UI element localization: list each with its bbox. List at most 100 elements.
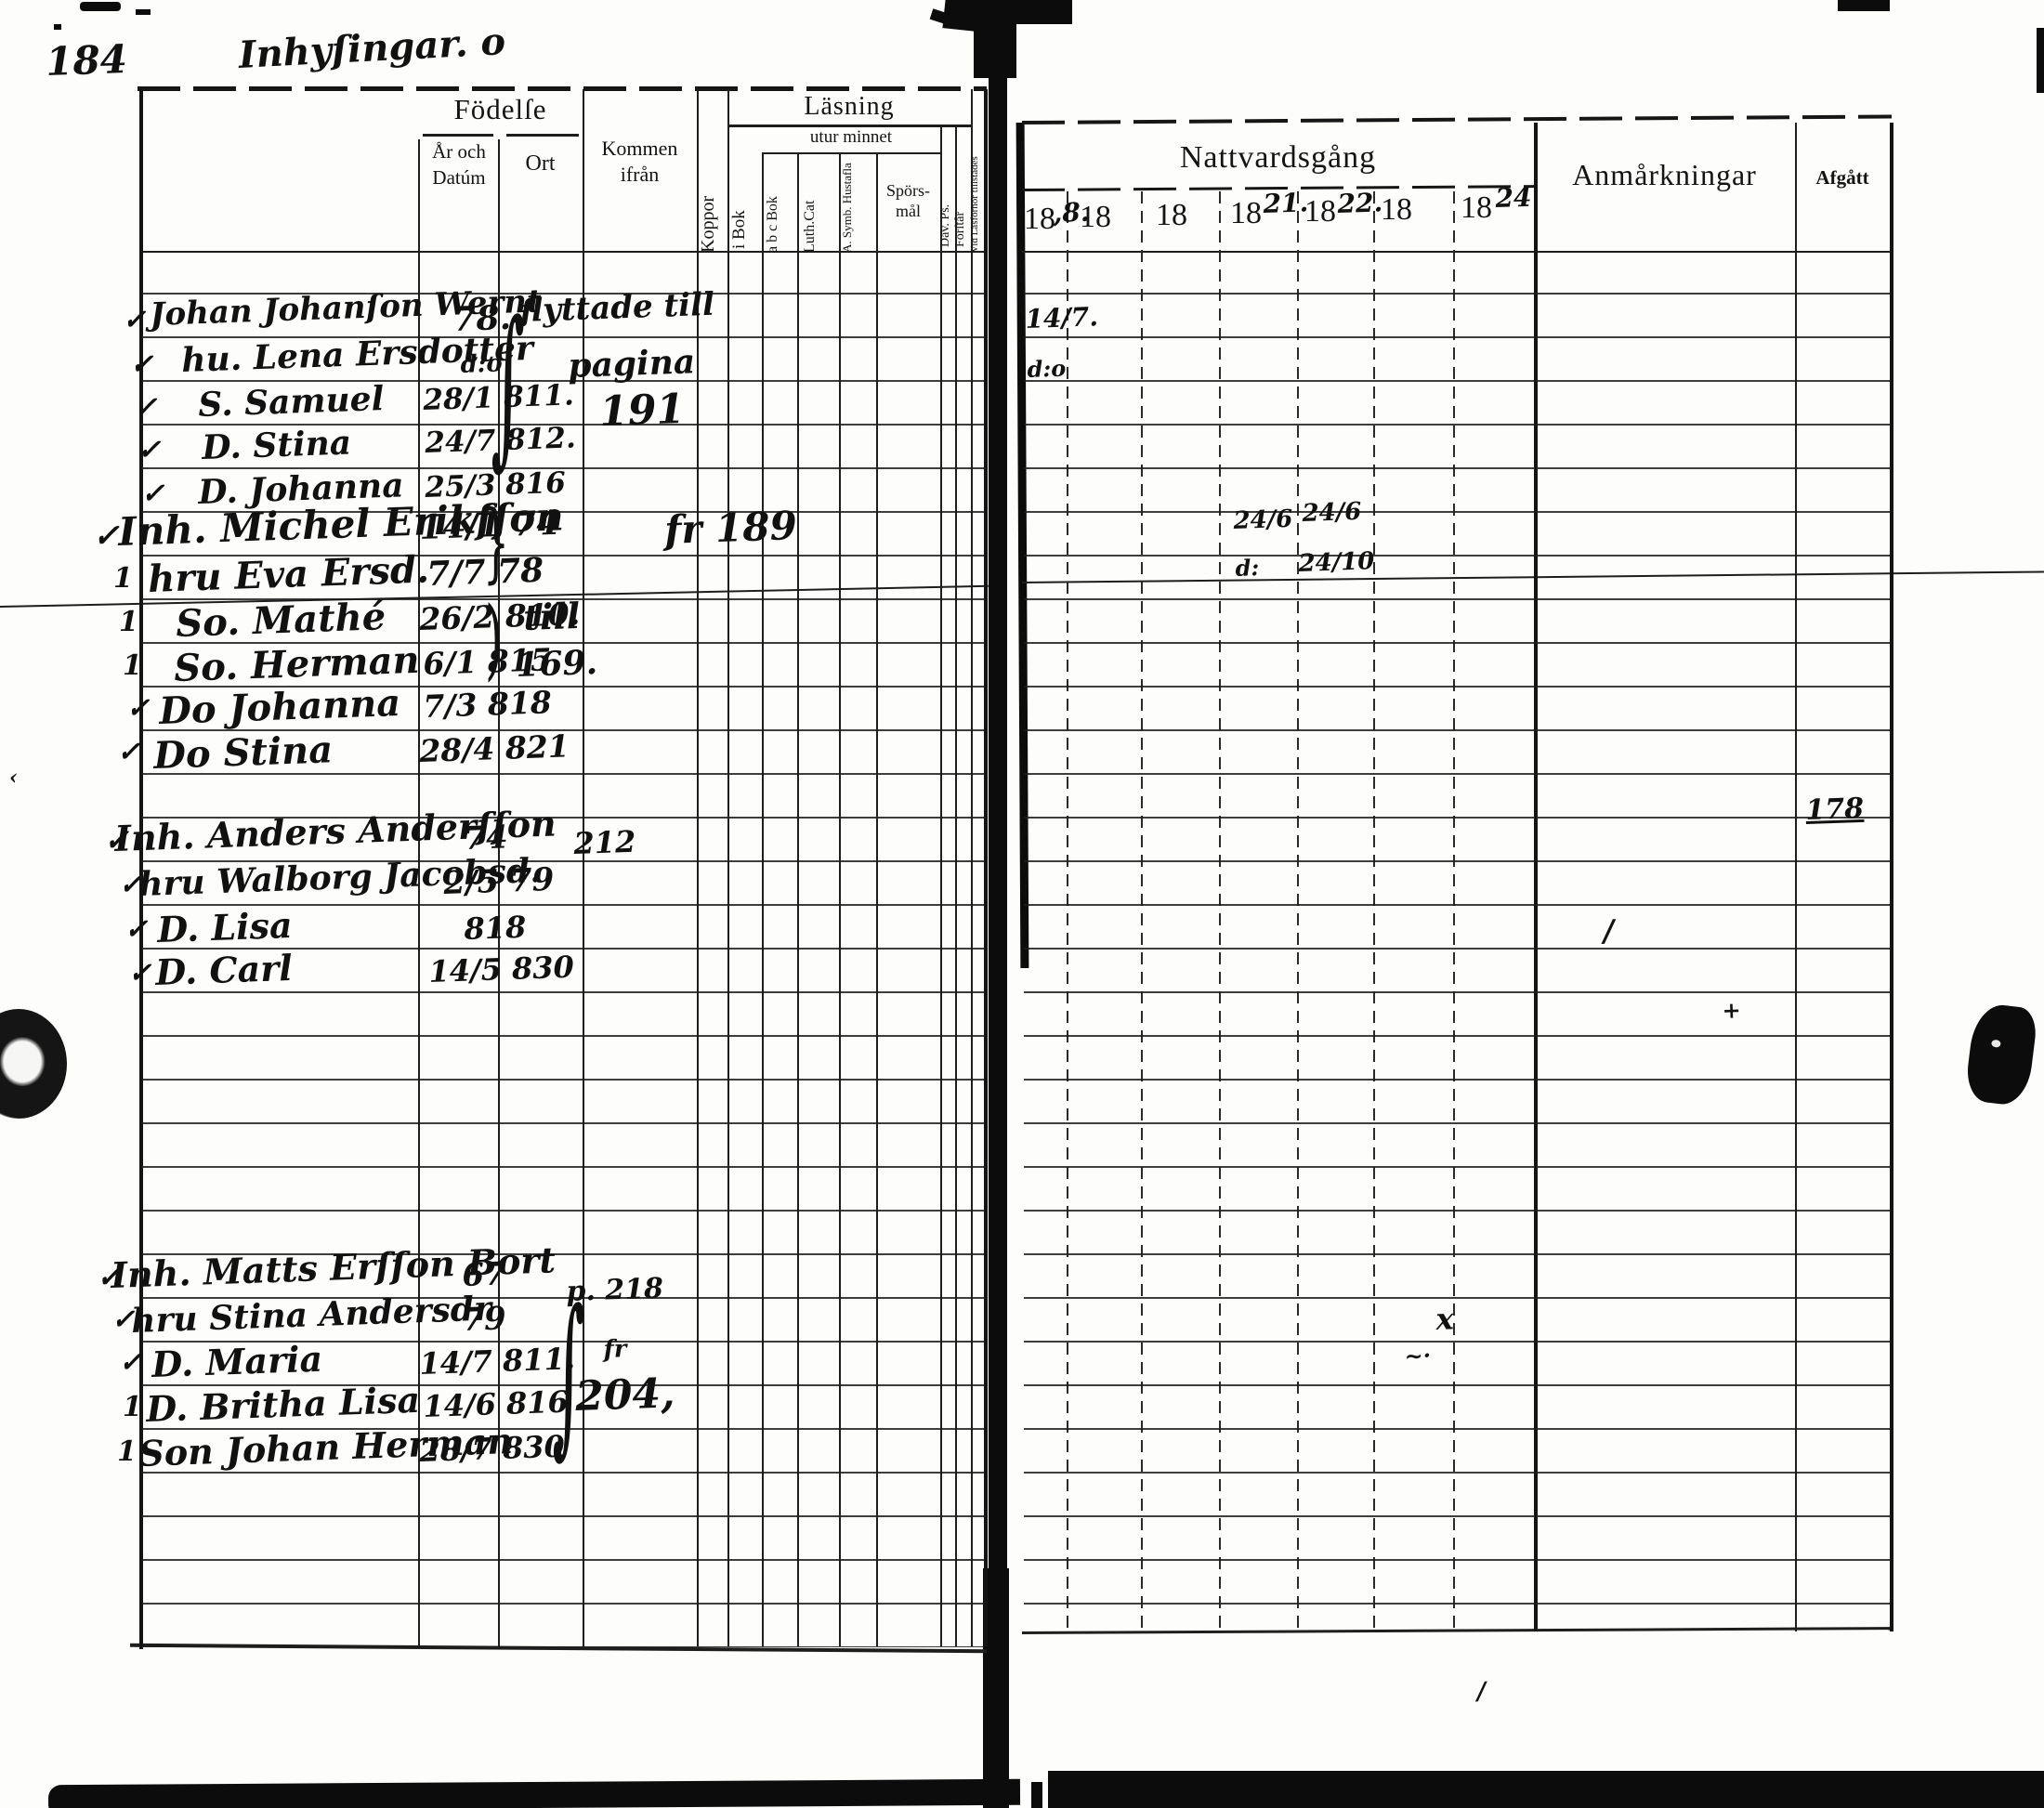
scan-edge-mark	[2037, 28, 2044, 93]
moved-note: pagina	[567, 342, 696, 386]
header-margin-col: Vid Läsförhör tillstädes	[969, 156, 980, 253]
header-lasning: Läsning	[804, 92, 895, 121]
year-col-printed: 18	[1024, 202, 1055, 236]
entry-birthdate: 74	[463, 819, 509, 858]
grouping-brace: }	[483, 493, 509, 594]
header-kommen: Kommen	[601, 137, 678, 160]
header-nattvardsgang: Nattvardsgång	[1179, 140, 1377, 175]
entry-name: D. Carl	[154, 946, 294, 993]
remark-mark: +	[1722, 996, 1742, 1024]
page-heading-handwritten: Inhyſingar. o	[237, 20, 507, 77]
moved-page-ref: 169.	[515, 642, 598, 685]
check-mark: ✓	[119, 869, 143, 901]
entry-birthdate: 2/5 79	[442, 860, 555, 902]
grouping-brace: )	[485, 587, 504, 690]
header-utur-minnet: utur minnet	[809, 127, 893, 147]
check-mark: 1	[117, 1435, 137, 1468]
moved-note: flyttade till	[518, 285, 715, 330]
year-col-written: 24	[1494, 181, 1533, 214]
check-mark: ✓	[130, 348, 154, 381]
communion-ditto: d:o	[1027, 354, 1067, 383]
moved-page-ref: 204,	[574, 1369, 676, 1421]
check-mark: ✓	[124, 913, 149, 946]
entry-birthdate: 818	[463, 909, 527, 947]
communion-date: 24/10	[1298, 547, 1375, 578]
entry-birthdate: 28/7 830	[418, 1428, 566, 1469]
header-fodelse: Födelſe	[453, 93, 547, 125]
header-afgatt: Afgått	[1815, 166, 1869, 189]
utur-minnet-underline	[762, 152, 940, 154]
entry-birthdate: 79	[461, 1300, 507, 1339]
check-mark: 1	[113, 562, 133, 595]
left-table-top-border	[138, 86, 987, 91]
check-mark: ✓	[126, 692, 151, 725]
scan-speck	[1838, 0, 1890, 11]
check-mark: ✓	[138, 434, 162, 466]
check-mark: ✓	[141, 478, 165, 510]
year-col-printed: 18	[1304, 194, 1336, 229]
header-sporsmal-2: mål	[896, 202, 921, 220]
scan-speck	[54, 24, 61, 30]
check-mark: ✓	[104, 822, 129, 858]
communion-date: 14/7.	[1024, 301, 1099, 334]
entry-birthdate: 14/5 830	[427, 949, 575, 989]
entry-name: hru Eva Ersd.	[147, 547, 430, 601]
year-col-printed: 18	[1080, 200, 1111, 234]
year-col-printed: 18	[1156, 198, 1187, 232]
year-col-written: 22.	[1336, 187, 1383, 219]
communion-mark: ~·	[1404, 1342, 1432, 1369]
spine-top-bar	[1016, 0, 1072, 24]
check-mark: ✓	[97, 1259, 122, 1294]
right-table-top-border	[1022, 114, 1893, 124]
entry-name: D. Maria	[151, 1337, 323, 1385]
moved-note: fr	[603, 1335, 627, 1364]
header-ar-och: År och	[432, 140, 486, 163]
header-koppor: Koppor	[698, 195, 718, 253]
right-row-rules	[1024, 251, 1890, 1633]
header-a-symb-hustafla: A. Symb. Hustafla	[840, 163, 854, 253]
check-mark: ✓	[111, 1304, 136, 1336]
margin-mark: /	[1476, 1677, 1487, 1706]
header-sporsmal-1: Spörs-	[885, 181, 930, 200]
page-number: 184	[45, 35, 128, 85]
moved-page-ref: 191	[598, 385, 686, 436]
fodelse-underline	[423, 134, 493, 137]
binder-hole-right	[1963, 1002, 2039, 1107]
entry-name: Do Stina	[152, 727, 334, 778]
fodelse-underline	[506, 134, 579, 137]
entry-birthdate: 67	[461, 1255, 507, 1294]
check-mark: 1	[123, 1391, 142, 1423]
header-abc-bok: a b c Bok	[765, 196, 780, 253]
scan-speck	[136, 9, 151, 15]
check-mark: ✓	[117, 736, 141, 768]
check-mark: ✓	[93, 518, 120, 555]
check-mark: 1	[119, 606, 138, 638]
check-mark: 1	[123, 649, 142, 682]
entry-name: S. Samuel	[197, 379, 385, 425]
check-mark: ✓	[119, 1346, 143, 1379]
communion-date: 24/6	[1302, 497, 1362, 528]
entry-birthdate: 7/3 818	[422, 684, 553, 725]
stray-mark: ‹	[9, 766, 18, 790]
check-mark: ✓	[123, 304, 147, 336]
bottom-scan-notch	[1031, 1782, 1042, 1808]
year-col-written: 21.	[1262, 187, 1309, 219]
header-anmarkningar: Anmårkningar	[1572, 158, 1757, 191]
left-table-right-border	[984, 89, 988, 1646]
entry-name: D. Stina	[201, 423, 352, 467]
header-i-bok: i Bok	[729, 210, 749, 249]
binder-hole-left	[0, 1009, 67, 1119]
bottom-scan-bar-right	[1048, 1771, 2044, 1808]
entry-birthdate: 14/6 816	[422, 1383, 570, 1424]
moved-note: till	[522, 594, 581, 638]
header-ort: Ort	[525, 151, 556, 176]
check-mark: ✓	[134, 391, 158, 424]
check-mark: ✓	[128, 957, 152, 989]
entry-name: D. Britha Lisa	[145, 1378, 421, 1430]
entry-birthdate: 28/4 821	[418, 727, 570, 769]
lasning-underline	[727, 124, 971, 127]
came-from-ref: 212	[572, 823, 636, 861]
grouping-brace: ∫	[552, 1271, 585, 1474]
year-col-printed: 18	[1230, 196, 1262, 230]
